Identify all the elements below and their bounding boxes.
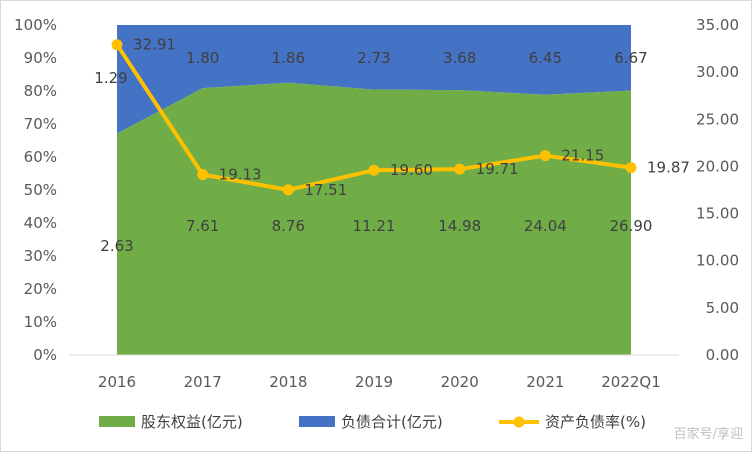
right-axis-tick-label: 10.00 xyxy=(696,252,739,270)
equity-value-label: 24.04 xyxy=(524,217,567,235)
legend-label: 负债合计(亿元) xyxy=(341,413,443,431)
left-axis-tick-label: 70% xyxy=(24,115,57,133)
legend: 股东权益(亿元) 负债合计(亿元) 资产负债率(%) xyxy=(99,413,646,431)
debt-value-label: 1.80 xyxy=(186,49,219,67)
right-axis-tick-label: 25.00 xyxy=(696,110,739,128)
equity-value-label: 14.98 xyxy=(438,217,481,235)
left-y-axis: 0% 10% 20% 30% 40% 50% 60% 70% 80% 90% 100% xyxy=(14,16,57,364)
equity-area xyxy=(117,82,631,356)
left-axis-tick-label: 30% xyxy=(24,247,57,265)
equity-value-label: 11.21 xyxy=(353,217,396,235)
equity-value-label: 26.90 xyxy=(610,217,653,235)
left-axis-tick-label: 20% xyxy=(24,280,57,298)
debt-ratio-value-label: 21.15 xyxy=(561,147,604,165)
debt-ratio-point xyxy=(282,184,294,196)
debt-area xyxy=(117,25,631,134)
x-axis-tick-label: 2019 xyxy=(355,373,393,391)
debt-ratio-value-label: 19.71 xyxy=(476,160,519,178)
left-axis-tick-label: 10% xyxy=(24,313,57,331)
debt-value-label: 2.73 xyxy=(357,49,390,67)
right-axis-tick-label: 30.00 xyxy=(696,63,739,81)
legend-label: 股东权益(亿元) xyxy=(141,413,243,431)
x-axis-tick-label: 2021 xyxy=(526,373,564,391)
left-axis-tick-label: 90% xyxy=(24,49,57,67)
debt-ratio-point xyxy=(368,164,380,176)
x-axis: 2016 2017 2018 2019 2020 2021 2022Q1 xyxy=(69,354,679,391)
legend-swatch xyxy=(99,416,135,427)
debt-ratio-point xyxy=(111,39,123,51)
debt-ratio-value-label: 32.91 xyxy=(133,36,176,54)
debt-ratio-point xyxy=(454,163,466,175)
debt-ratio-value-label: 19.87 xyxy=(647,159,690,177)
debt-value-label: 6.67 xyxy=(614,49,647,67)
debt-value-label: 1.86 xyxy=(272,49,305,67)
right-axis-tick-label: 15.00 xyxy=(696,205,739,223)
debt-value-label: 3.68 xyxy=(443,49,476,67)
debt-value-label: 1.29 xyxy=(94,69,127,87)
right-axis-tick-label: 35.00 xyxy=(696,16,739,34)
right-axis-tick-label: 5.00 xyxy=(706,299,739,317)
debt-ratio-point xyxy=(539,150,551,162)
equity-value-label: 8.76 xyxy=(272,217,305,235)
x-axis-tick-label: 2020 xyxy=(441,373,479,391)
x-axis-tick-label: 2022Q1 xyxy=(601,373,661,391)
left-axis-tick-label: 100% xyxy=(14,16,57,34)
right-axis-tick-label: 20.00 xyxy=(696,157,739,175)
area-layer xyxy=(117,25,631,356)
right-y-axis: 0.00 5.00 10.00 15.00 20.00 25.00 30.00 35.00 xyxy=(696,16,739,364)
legend-swatch xyxy=(299,416,335,427)
left-axis-tick-label: 40% xyxy=(24,214,57,232)
legend-marker xyxy=(513,416,525,428)
x-axis-tick-label: 2016 xyxy=(98,373,136,391)
debt-value-label: 6.45 xyxy=(529,49,562,67)
watermark-text: 百家号/享迎 xyxy=(674,426,743,442)
left-axis-tick-label: 50% xyxy=(24,181,57,199)
debt-ratio-value-label: 19.60 xyxy=(390,161,433,179)
debt-ratio-point xyxy=(625,162,637,174)
left-axis-tick-label: 60% xyxy=(24,148,57,166)
line-layer xyxy=(111,39,637,196)
legend-label: 资产负债率(%) xyxy=(545,413,646,431)
left-axis-tick-label: 0% xyxy=(33,346,57,364)
equity-value-label: 7.61 xyxy=(186,217,219,235)
x-axis-tick-label: 2017 xyxy=(184,373,222,391)
right-axis-tick-label: 0.00 xyxy=(706,346,739,364)
left-axis-tick-label: 80% xyxy=(24,82,57,100)
equity-value-label: 2.63 xyxy=(100,237,133,255)
debt-ratio-point xyxy=(197,169,209,181)
debt-ratio-value-label: 19.13 xyxy=(219,166,262,184)
x-axis-tick-label: 2018 xyxy=(269,373,307,391)
debt-ratio-value-label: 17.51 xyxy=(304,181,347,199)
data-label-layer: 2.63 7.61 8.76 11.21 14.98 24.04 26.90 1.29 1.80… xyxy=(94,36,690,255)
